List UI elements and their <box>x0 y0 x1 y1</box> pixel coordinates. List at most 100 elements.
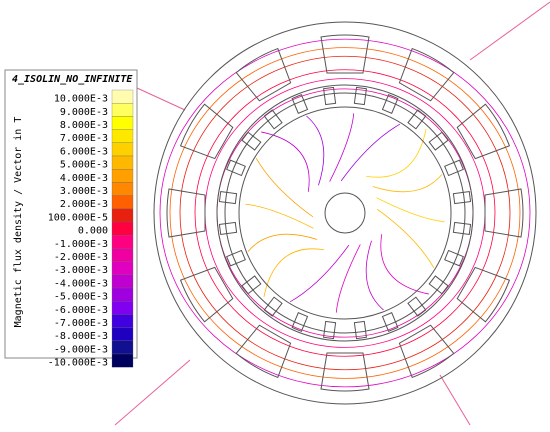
rotor-magnet <box>428 131 449 151</box>
stator-slot <box>235 324 292 379</box>
rotor-magnet <box>428 275 449 295</box>
stator-slot <box>398 324 455 379</box>
rotor-magnet <box>353 86 367 106</box>
rotor-magnet <box>353 320 367 340</box>
isoline <box>204 78 486 348</box>
isoline <box>376 208 435 269</box>
isoline <box>261 131 310 192</box>
legend-label: 0.000 <box>78 226 108 237</box>
legend-swatch <box>111 195 134 209</box>
rotor-magnet <box>407 109 427 130</box>
legend-label: -8.000E-3 <box>54 331 108 342</box>
stator-slot <box>398 47 455 102</box>
isoline <box>247 233 318 252</box>
isoline <box>263 248 324 297</box>
legend-swatch <box>111 248 134 262</box>
guide-lines <box>114 1 550 426</box>
guide-line <box>439 374 471 426</box>
rotor-magnet <box>323 320 337 340</box>
isoline <box>179 55 511 371</box>
legend-swatch <box>111 301 134 315</box>
rotor-magnet <box>263 296 283 317</box>
legend-label: 6.000E-3 <box>60 146 108 157</box>
stator-outer <box>153 21 537 405</box>
legend-swatch <box>111 129 134 143</box>
legend-swatch <box>111 274 134 289</box>
legend-label: 9.000E-3 <box>60 107 108 118</box>
isoline <box>380 234 429 295</box>
isoline <box>289 244 350 303</box>
stator-slot <box>235 47 292 102</box>
rotor-magnet <box>452 221 472 235</box>
isoline <box>329 113 355 182</box>
legend-swatch <box>111 155 134 170</box>
stator-slot <box>320 34 370 74</box>
isoline <box>169 47 521 379</box>
legend-label: 7.000E-3 <box>60 133 108 144</box>
rotor-magnet <box>452 191 472 205</box>
isoline <box>245 203 314 229</box>
stator-slot <box>320 352 370 392</box>
legend-swatch <box>111 235 134 249</box>
isoline <box>159 38 531 388</box>
legend-label: 5.000E-3 <box>60 160 108 171</box>
legend-swatch <box>111 327 134 341</box>
legend-swatch <box>111 169 134 183</box>
guide-line <box>114 359 191 426</box>
legend-label: -7.000E-3 <box>54 318 108 329</box>
legend-swatch <box>111 261 134 275</box>
legend-title: 4_ISOLIN_NO_INFINITE <box>12 74 133 85</box>
rotor-magnet <box>226 159 246 177</box>
rotor-outer <box>224 92 466 334</box>
legend-label: 100.000E-5 <box>48 212 108 223</box>
legend-label: 3.000E-3 <box>60 186 108 197</box>
rotor-magnet <box>241 275 262 295</box>
legend-label: -4.000E-3 <box>54 278 108 289</box>
stator-slot <box>456 266 511 323</box>
isoline <box>306 115 325 186</box>
rotor-magnet <box>323 86 337 106</box>
stator-slot <box>179 266 234 323</box>
isoline <box>255 157 314 218</box>
isoline <box>335 244 361 313</box>
legend-swatch <box>111 314 134 328</box>
rotor-magnet <box>291 312 309 332</box>
rotor-magnet <box>218 191 238 205</box>
rotor-magnet <box>444 159 464 177</box>
legend-label: 8.000E-3 <box>60 120 108 131</box>
legend-swatch <box>111 353 134 368</box>
stator-slot <box>166 188 206 238</box>
legend-label: 10.000E-3 <box>54 94 108 105</box>
legend-label: -9.000E-3 <box>54 344 108 355</box>
legend-label: -1.000E-3 <box>54 239 108 250</box>
guide-line <box>469 1 550 61</box>
legend-swatch <box>111 182 134 196</box>
legend-swatch <box>111 208 134 223</box>
stator-slot <box>179 103 234 160</box>
motor-geometry <box>153 21 537 405</box>
legend-swatch <box>111 340 134 355</box>
legend: 4_ISOLIN_NO_INFINITE Magnetic flux densi… <box>4 69 138 369</box>
guide-line <box>136 87 186 111</box>
isoline <box>372 174 443 193</box>
legend-swatch <box>111 103 134 117</box>
shaft <box>324 192 366 234</box>
legend-label: -6.000E-3 <box>54 305 108 316</box>
stator-slot <box>484 188 524 238</box>
rotor-magnet <box>263 109 283 130</box>
legend-label: 2.000E-3 <box>60 199 108 210</box>
rotor-magnet <box>226 249 246 267</box>
legend-swatch <box>111 221 134 236</box>
legend-label: -3.000E-3 <box>54 265 108 276</box>
rotor-magnet <box>381 94 399 114</box>
legend-label: 4.000E-3 <box>60 173 108 184</box>
legend-swatch <box>111 142 134 157</box>
isoline <box>376 197 445 223</box>
isoline <box>365 240 384 311</box>
rotor-magnet <box>444 249 464 267</box>
rotor-magnet <box>218 221 238 235</box>
legend-swatch <box>111 89 134 104</box>
legend-swatch <box>111 116 134 130</box>
